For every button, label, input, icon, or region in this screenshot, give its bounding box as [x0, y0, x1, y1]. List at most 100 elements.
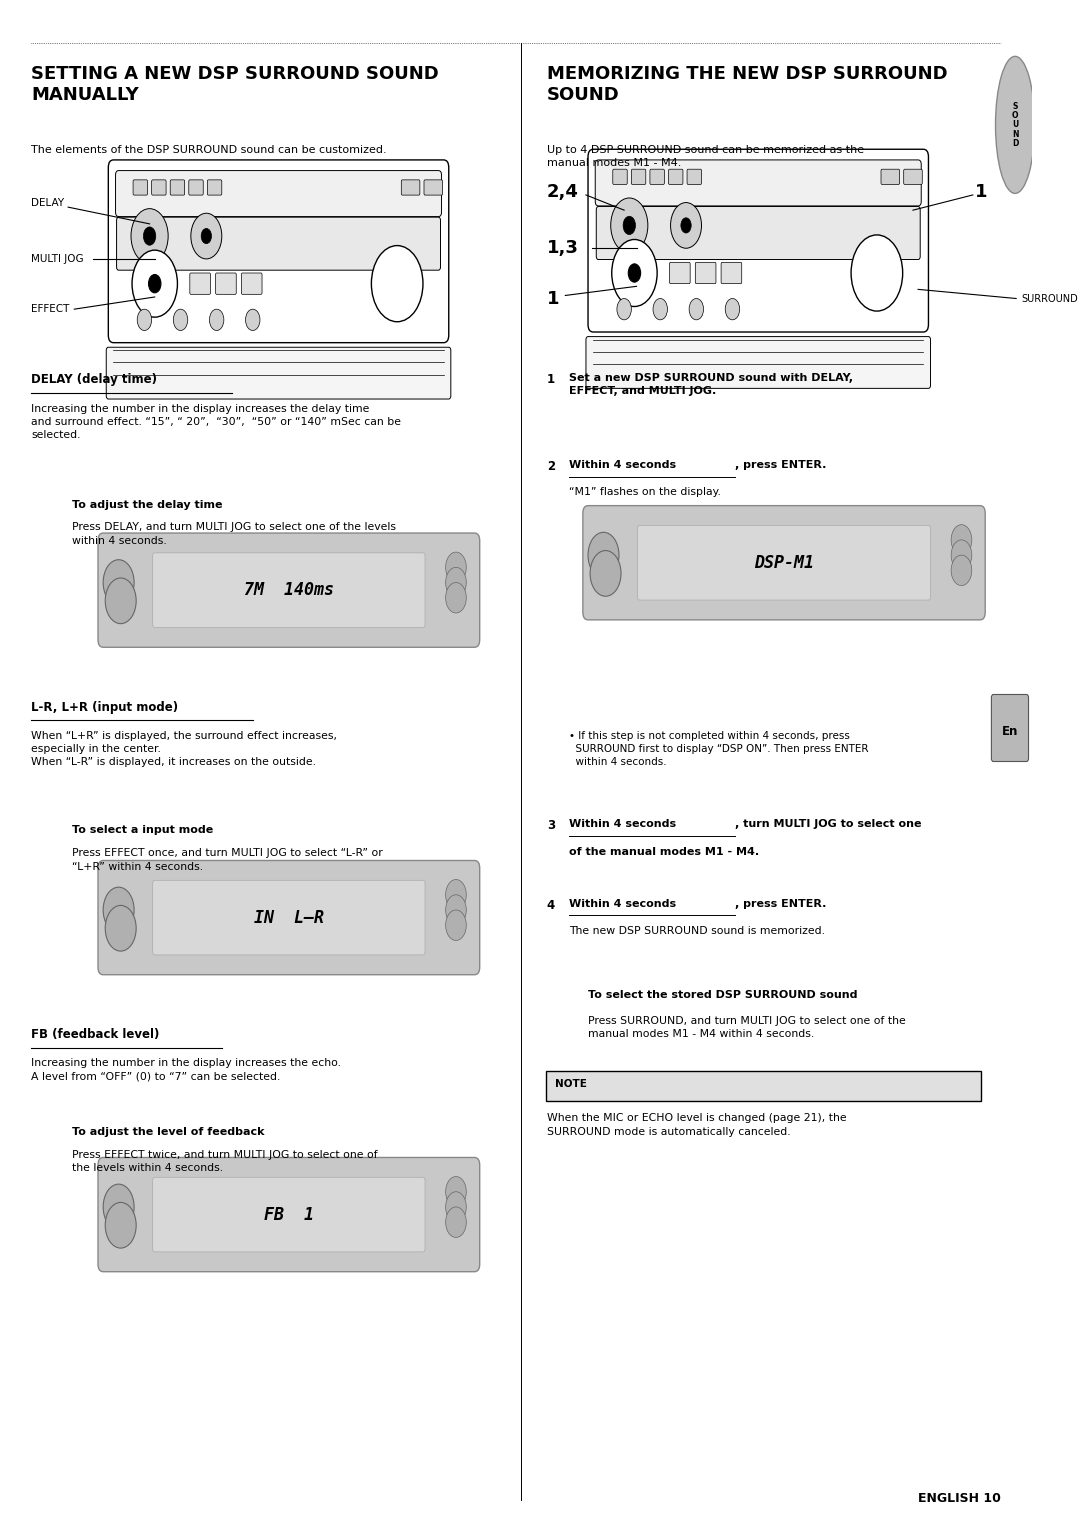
FancyBboxPatch shape — [116, 171, 442, 216]
FancyBboxPatch shape — [595, 160, 921, 206]
Circle shape — [446, 582, 467, 612]
FancyBboxPatch shape — [424, 180, 443, 195]
Circle shape — [851, 235, 903, 311]
Text: 1: 1 — [546, 289, 559, 308]
Circle shape — [149, 274, 161, 292]
Text: IN  L—R: IN L—R — [254, 909, 324, 926]
Text: To adjust the delay time: To adjust the delay time — [72, 500, 222, 510]
FancyBboxPatch shape — [632, 169, 646, 184]
Circle shape — [951, 541, 972, 571]
Circle shape — [104, 559, 134, 605]
Circle shape — [446, 551, 467, 582]
Circle shape — [951, 556, 972, 586]
FancyBboxPatch shape — [98, 533, 480, 647]
Text: Within 4 seconds: Within 4 seconds — [569, 460, 676, 471]
Circle shape — [623, 216, 635, 235]
Text: SETTING A NEW DSP SURROUND SOUND
MANUALLY: SETTING A NEW DSP SURROUND SOUND MANUALL… — [31, 65, 438, 104]
FancyBboxPatch shape — [904, 169, 922, 184]
FancyBboxPatch shape — [152, 553, 426, 627]
FancyBboxPatch shape — [108, 160, 449, 343]
FancyBboxPatch shape — [721, 262, 742, 283]
Text: MULTI JOG: MULTI JOG — [31, 254, 83, 263]
Circle shape — [951, 524, 972, 556]
Circle shape — [446, 1191, 467, 1221]
Circle shape — [446, 909, 467, 940]
Circle shape — [137, 309, 151, 330]
Text: 4: 4 — [546, 899, 555, 912]
Text: MEMORIZING THE NEW DSP SURROUND
SOUND: MEMORIZING THE NEW DSP SURROUND SOUND — [546, 65, 947, 104]
Text: FB  1: FB 1 — [264, 1206, 314, 1223]
Text: EFFECT: EFFECT — [31, 305, 69, 314]
FancyBboxPatch shape — [696, 262, 716, 283]
Circle shape — [105, 579, 136, 624]
Circle shape — [446, 1176, 467, 1206]
Text: 7M  140ms: 7M 140ms — [244, 582, 334, 599]
FancyBboxPatch shape — [117, 218, 441, 270]
FancyBboxPatch shape — [596, 207, 920, 259]
FancyBboxPatch shape — [670, 262, 690, 283]
Text: FB (feedback level): FB (feedback level) — [31, 1028, 160, 1042]
Text: NOTE: NOTE — [555, 1080, 586, 1089]
Text: The new DSP SURROUND sound is memorized.: The new DSP SURROUND sound is memorized. — [569, 926, 825, 937]
Text: Increasing the number in the display increases the echo.
A level from “OFF” (0) : Increasing the number in the display inc… — [31, 1058, 341, 1081]
Text: , press ENTER.: , press ENTER. — [734, 460, 826, 471]
Circle shape — [144, 227, 156, 245]
Circle shape — [191, 213, 221, 259]
FancyBboxPatch shape — [207, 180, 221, 195]
Text: DELAY: DELAY — [31, 198, 64, 207]
Text: To adjust the level of feedback: To adjust the level of feedback — [72, 1127, 265, 1138]
FancyBboxPatch shape — [98, 1157, 480, 1272]
Text: 1,3: 1,3 — [546, 239, 579, 257]
Text: Press EFFECT twice, and turn MULTI JOG to select one of
the levels within 4 seco: Press EFFECT twice, and turn MULTI JOG t… — [72, 1150, 378, 1173]
FancyBboxPatch shape — [171, 180, 185, 195]
Circle shape — [372, 245, 423, 321]
FancyBboxPatch shape — [637, 525, 931, 600]
Circle shape — [617, 299, 632, 320]
Text: En: En — [1002, 725, 1018, 737]
FancyBboxPatch shape — [151, 180, 166, 195]
Ellipse shape — [996, 56, 1035, 193]
Circle shape — [201, 228, 212, 244]
Text: To select a input mode: To select a input mode — [72, 825, 214, 836]
Text: Within 4 seconds: Within 4 seconds — [569, 899, 676, 909]
FancyBboxPatch shape — [189, 180, 203, 195]
Circle shape — [210, 309, 224, 330]
Circle shape — [588, 533, 619, 579]
Text: Press DELAY, and turn MULTI JOG to select one of the levels
within 4 seconds.: Press DELAY, and turn MULTI JOG to selec… — [72, 522, 396, 545]
Text: S
O
U
N
D: S O U N D — [1012, 102, 1018, 148]
Circle shape — [104, 886, 134, 932]
Circle shape — [590, 551, 621, 597]
FancyBboxPatch shape — [991, 694, 1028, 762]
Text: , press ENTER.: , press ENTER. — [734, 899, 826, 909]
Text: SURROUND: SURROUND — [1022, 294, 1078, 303]
FancyBboxPatch shape — [106, 347, 450, 399]
FancyBboxPatch shape — [669, 169, 683, 184]
Text: ENGLISH 10: ENGLISH 10 — [918, 1491, 1001, 1505]
Text: Up to 4 DSP SURROUND sound can be memorized as the
manual modes M1 - M4.: Up to 4 DSP SURROUND sound can be memori… — [546, 145, 864, 168]
Circle shape — [446, 1206, 467, 1237]
Circle shape — [629, 263, 640, 282]
Circle shape — [689, 299, 703, 320]
Circle shape — [726, 299, 740, 320]
FancyBboxPatch shape — [133, 180, 148, 195]
Text: of the manual modes M1 - M4.: of the manual modes M1 - M4. — [569, 847, 759, 857]
Text: The elements of the DSP SURROUND sound can be customized.: The elements of the DSP SURROUND sound c… — [31, 145, 387, 155]
Text: Press SURROUND, and turn MULTI JOG to select one of the
manual modes M1 - M4 wit: Press SURROUND, and turn MULTI JOG to se… — [588, 1016, 906, 1039]
FancyBboxPatch shape — [98, 860, 480, 975]
Text: Increasing the number in the display increases the delay time
and surround effec: Increasing the number in the display inc… — [31, 404, 401, 440]
Circle shape — [105, 905, 136, 950]
FancyBboxPatch shape — [545, 1071, 981, 1101]
Circle shape — [104, 1185, 134, 1229]
Circle shape — [671, 203, 702, 248]
FancyBboxPatch shape — [152, 1177, 426, 1252]
Text: Press EFFECT once, and turn MULTI JOG to select “L-R” or
“L+R” within 4 seconds.: Press EFFECT once, and turn MULTI JOG to… — [72, 848, 383, 871]
Text: DELAY (delay time): DELAY (delay time) — [31, 373, 157, 387]
Text: , turn MULTI JOG to select one: , turn MULTI JOG to select one — [734, 819, 921, 830]
Text: DSP-M1: DSP-M1 — [754, 554, 814, 571]
Text: 2,4: 2,4 — [546, 183, 579, 201]
Circle shape — [446, 879, 467, 909]
Text: When “L+R” is displayed, the surround effect increases,
especially in the center: When “L+R” is displayed, the surround ef… — [31, 731, 337, 768]
Circle shape — [105, 1203, 136, 1249]
FancyBboxPatch shape — [216, 273, 237, 294]
Circle shape — [446, 894, 467, 924]
